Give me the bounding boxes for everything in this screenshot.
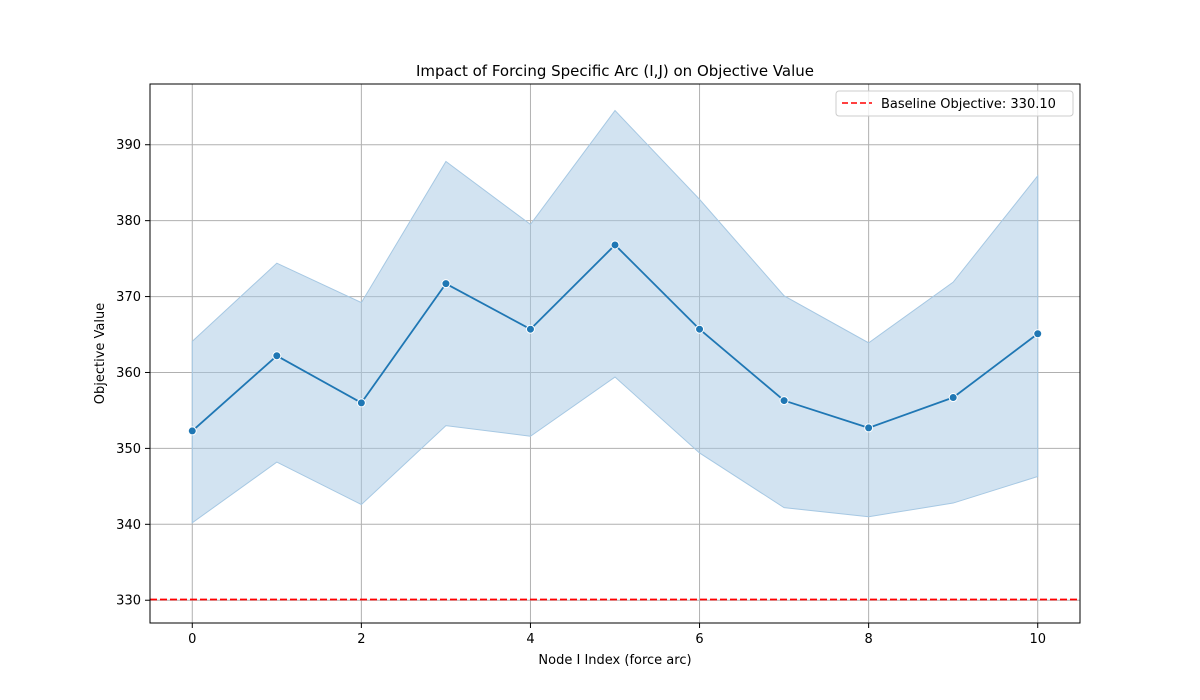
x-axis-label: Node I Index (force arc) — [538, 653, 691, 668]
data-point — [779, 396, 789, 406]
x-tick-label: 10 — [1029, 632, 1046, 647]
legend: Baseline Objective: 330.10 — [835, 90, 1074, 117]
x-tick-label: 6 — [695, 632, 703, 647]
x-tick-label: 2 — [357, 632, 365, 647]
x-axis-ticks: 0 2 4 6 8 10 — [188, 623, 1046, 647]
y-tick-label: 330 — [116, 594, 141, 609]
y-tick-label: 380 — [116, 214, 141, 229]
plot-frame — [149, 83, 1081, 624]
x-tick-label: 0 — [188, 632, 196, 647]
y-axis-label: Objective Value — [93, 303, 108, 404]
y-tick-label: 390 — [116, 138, 141, 153]
data-point — [864, 423, 874, 433]
data-point — [356, 398, 366, 408]
legend-baseline-label: Baseline Objective: 330.10 — [881, 97, 1056, 112]
chart-title: Impact of Forcing Specific Arc (I,J) on … — [416, 62, 814, 80]
y-axis-ticks: 330 340 350 360 370 380 390 — [116, 138, 150, 609]
y-tick-label: 370 — [116, 290, 141, 305]
y-tick-label: 360 — [116, 366, 141, 381]
y-tick-label: 350 — [116, 442, 141, 457]
data-point — [272, 351, 282, 361]
data-point — [525, 324, 535, 334]
data-points — [187, 240, 1043, 436]
y-tick-label: 340 — [116, 518, 141, 533]
data-point — [610, 240, 620, 250]
legend-box — [835, 90, 1074, 117]
data-point — [1033, 329, 1043, 339]
data-point — [695, 324, 705, 334]
data-point — [187, 426, 197, 436]
confidence-band-layer — [191, 109, 1039, 524]
x-tick-label: 8 — [864, 632, 872, 647]
data-point — [441, 279, 451, 289]
data-point — [948, 393, 958, 403]
x-tick-label: 4 — [526, 632, 534, 647]
confidence-band — [191, 109, 1039, 524]
